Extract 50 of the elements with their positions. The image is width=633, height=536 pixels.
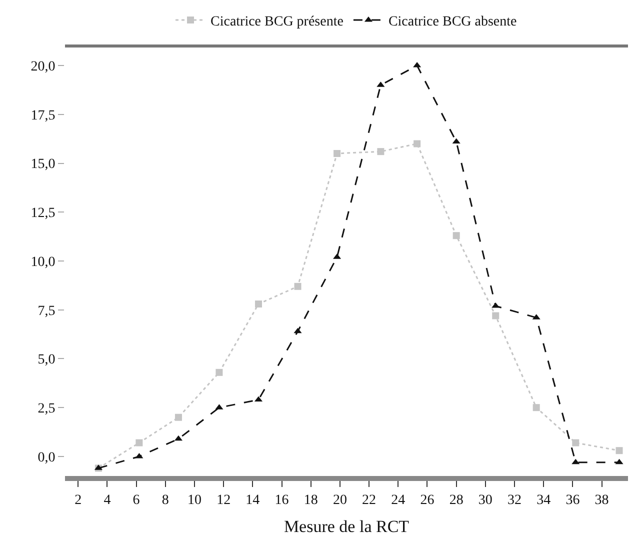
y-tick-label: 10,0 <box>30 254 56 270</box>
point <box>492 302 500 308</box>
x-tick-label: 6 <box>132 492 140 508</box>
x-tick-label: 16 <box>274 492 289 508</box>
point <box>254 300 262 308</box>
y-tick-label: 12,5 <box>30 206 56 222</box>
x-tick-label: 14 <box>246 492 260 508</box>
point <box>294 328 302 334</box>
x-tick-label: 22 <box>362 492 376 508</box>
x-tick-label: 34 <box>536 492 551 508</box>
x-tick-label: 30 <box>478 492 492 508</box>
y-tick-label: 0,0 <box>38 450 56 466</box>
point <box>216 368 223 376</box>
point <box>334 150 341 157</box>
point <box>174 414 182 421</box>
y-tick-label: 17,5 <box>30 108 56 124</box>
y-tick-label: 5,0 <box>38 352 56 368</box>
point <box>452 138 460 144</box>
legend-label: Cicatrice BCG présente <box>210 14 344 30</box>
point <box>294 282 302 290</box>
point <box>616 447 623 454</box>
x-tick-label: 24 <box>391 492 406 508</box>
x-tick-label: 26 <box>420 492 434 508</box>
x-tick-label: 18 <box>304 492 318 508</box>
point <box>452 232 460 240</box>
y-tick-label: 2,5 <box>38 401 56 416</box>
x-tick-label: 32 <box>508 492 522 508</box>
x-tick-label: 20 <box>332 492 347 508</box>
y-tick-label: 7,5 <box>38 304 56 319</box>
x-tick-label: 28 <box>449 492 464 508</box>
point <box>414 140 421 148</box>
x-tick-label: 36 <box>566 492 580 508</box>
point <box>136 439 143 446</box>
point <box>377 148 384 156</box>
x-tick-label: 12 <box>216 492 231 508</box>
point <box>572 439 580 446</box>
legend-label: Cicatrice BCG absente <box>388 14 517 30</box>
x-tick-label: 2 <box>74 492 82 508</box>
x-tick-label: 4 <box>104 492 111 508</box>
x-axis-title: Mesure de la RCT <box>284 517 410 536</box>
x-tick-label: 8 <box>162 492 169 508</box>
point <box>135 452 144 458</box>
point <box>532 404 540 412</box>
x-tick-label: 10 <box>187 492 202 508</box>
point <box>572 458 580 464</box>
point <box>615 458 624 464</box>
point <box>492 312 500 320</box>
y-tick-label: 20,0 <box>30 59 56 74</box>
y-tick-label: 15,0 <box>30 157 56 172</box>
x-tick-label: 38 <box>594 492 609 508</box>
